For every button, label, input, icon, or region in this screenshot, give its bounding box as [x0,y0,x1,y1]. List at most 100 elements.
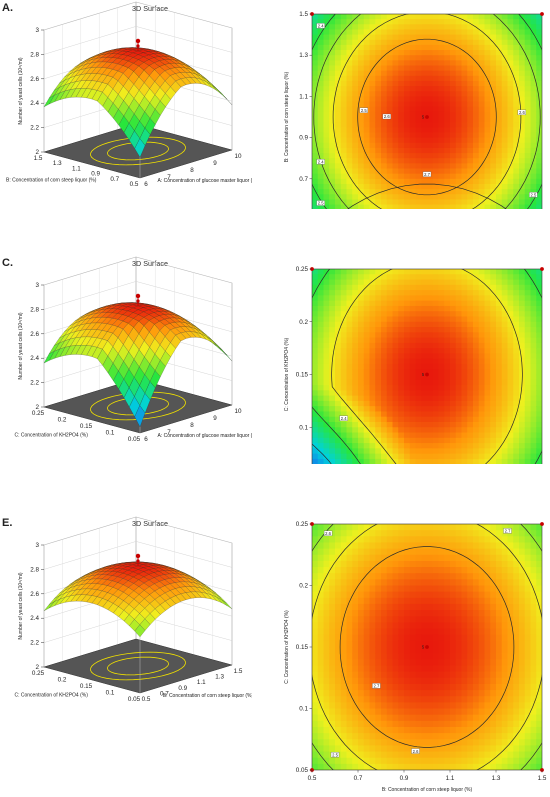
heatmap-cell [507,269,514,275]
heatmap-cell [363,395,371,402]
heatmap-cell [335,665,342,673]
heatmap-cell [358,178,365,185]
heatmap-cell [513,274,520,281]
heatmap-cell [513,178,520,185]
heatmap-cell [421,44,428,51]
heatmap-cell [513,137,520,144]
heatmap-cell [375,640,382,648]
heatmap-cell [473,327,480,333]
heatmap-cell [329,65,336,72]
heatmap-cell [398,137,405,144]
heatmap-cell [340,659,348,667]
heatmap-cell [340,147,348,154]
heatmap-cell [415,342,422,349]
heatmap-cell [473,80,480,87]
heatmap-cell [444,34,451,41]
heatmap-cell [363,458,371,465]
heatmap-cell [524,86,532,92]
heatmap-cell [363,284,371,291]
heatmap-cell [369,622,376,630]
heatmap-cell [352,696,359,703]
heatmap-cell [329,395,336,402]
heatmap-cell [404,147,411,154]
heatmap-cell [358,14,365,20]
heatmap-cell [323,204,330,211]
heatmap-cell [524,137,532,144]
heatmap-cell [329,300,336,307]
heatmap-cell [473,55,480,61]
heatmap-cell [346,763,353,771]
heatmap-cell [386,19,394,25]
heatmap-cell [490,96,497,103]
heatmap-cell [381,585,388,593]
heatmap-cell [421,379,428,386]
heatmap-cell [519,163,526,170]
heatmap-cell [519,443,526,449]
heatmap-cell [358,733,365,740]
heatmap-cell [317,443,325,449]
heatmap-cell [375,708,382,716]
heatmap-cell [501,369,509,376]
heatmap-cell [473,300,480,307]
heatmap-cell [369,585,376,593]
heatmap-cell [427,55,434,61]
heatmap-cell [381,358,388,365]
heatmap-cell [427,137,434,144]
heatmap-cell [438,39,445,46]
heatmap-cell [323,659,330,667]
heatmap-cell [513,348,520,354]
heatmap-cell [524,305,532,312]
heatmap-cell [444,60,451,67]
heatmap-cell [312,647,319,654]
heatmap-cell [461,274,468,281]
heatmap-cell [467,300,474,307]
heatmap-cell [386,708,394,716]
heatmap-cell [490,19,497,25]
heatmap-cell [450,132,457,139]
heatmap-cell [398,448,405,455]
heatmap-cell [484,65,491,72]
heatmap-cell [329,696,336,703]
heatmap-cell [490,400,497,407]
heatmap-cell [427,44,434,51]
heatmap-cell [455,34,463,41]
heatmap-cell [501,406,509,413]
heatmap-cell [438,316,445,323]
heatmap-cell [323,411,330,418]
heatmap-cell [375,542,382,550]
heatmap-cell [323,369,330,376]
heatmap-cell [335,634,342,642]
heatmap-cell [530,321,537,328]
heatmap-cell [524,295,532,302]
heatmap-cell [507,421,514,428]
heatmap-cell [369,421,376,428]
heatmap-cell [513,70,520,77]
heatmap-cell [513,390,520,397]
heatmap-cell [513,458,520,465]
heatmap-cell [363,24,371,31]
heatmap-cell [530,337,537,344]
heatmap-cell [415,132,422,139]
heatmap-cell [404,122,411,128]
heatmap-cell [317,353,325,360]
heatmap-cell [467,427,474,434]
heatmap-cell [317,567,325,574]
heatmap-cell [335,739,342,746]
heatmap-cell [312,379,319,386]
heatmap-cell [507,400,514,407]
heatmap-cell [501,390,509,397]
heatmap-cell [369,369,376,376]
heatmap-cell [415,117,422,123]
heatmap-cell [369,75,376,82]
heatmap-cell [496,34,503,41]
heatmap-cell [404,432,411,439]
heatmap-cell [455,173,463,180]
heatmap-cell [496,50,503,56]
heatmap-cell [335,137,342,144]
heatmap-cell [501,153,509,159]
heatmap-cell [358,640,365,648]
heatmap-cell [392,395,399,402]
heatmap-cell [524,337,532,344]
heatmap-cell [484,14,491,20]
heatmap-cell [484,91,491,97]
